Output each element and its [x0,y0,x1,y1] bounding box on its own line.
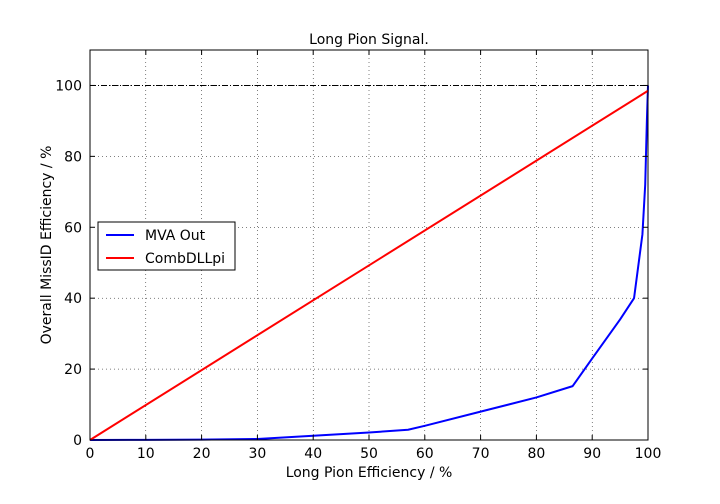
x-tick-label: 20 [193,446,211,462]
y-tick-labels: 0 20 40 60 80 100 [55,78,82,449]
x-tick-label: 70 [472,446,490,462]
x-tick-label: 80 [527,446,545,462]
x-tick-labels: 0 10 20 30 40 50 60 70 80 90 100 [86,446,662,462]
plot-lines [89,85,649,441]
y-tick-label: 0 [73,433,82,449]
y-tick-label: 20 [64,362,82,378]
legend: MVA Out CombDLLpi [97,221,236,271]
x-tick-label: 90 [583,446,601,462]
y-tick-label: 80 [64,149,82,165]
y-tick-label: 40 [64,291,82,307]
y-tick-label: 60 [64,220,82,236]
x-tick-label: 0 [86,446,95,462]
x-tick-label: 40 [304,446,322,462]
x-axis-label: Long Pion Efficiency / % [286,465,453,481]
legend-label-combdllpi: CombDLLpi [145,251,225,267]
y-axis-label: Overall MissID Efficiency / % [39,146,55,345]
series-line-mva-out [89,85,649,441]
legend-label-mva-out: MVA Out [145,228,206,244]
chart-title: Long Pion Signal. [309,32,429,48]
series-line-combdllpi [89,89,649,441]
x-tick-label: 10 [137,446,155,462]
x-tick-label: 60 [416,446,434,462]
legend-box [97,221,236,271]
x-tick-label: 30 [248,446,266,462]
y-tick-label: 100 [55,78,82,94]
axis-ticks [89,50,649,441]
x-tick-label: 50 [360,446,378,462]
x-tick-label: 100 [635,446,662,462]
